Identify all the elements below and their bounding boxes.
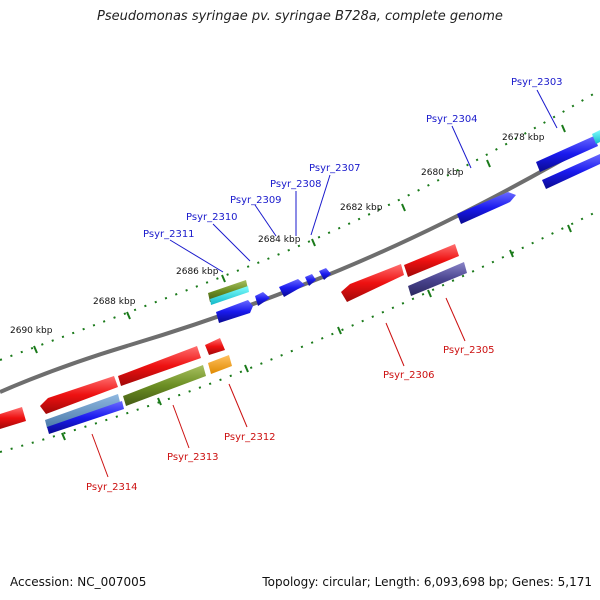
gene-psyr-2305-top[interactable] bbox=[404, 244, 459, 277]
gene-psyr-2306[interactable] bbox=[341, 264, 404, 302]
label-psyr-2307[interactable]: Psyr_2307 bbox=[309, 163, 361, 174]
scale-label-2684: 2684 kbp bbox=[258, 235, 301, 245]
scale-label-2688: 2688 kbp bbox=[93, 297, 136, 307]
forward-genes bbox=[208, 130, 600, 323]
gene-psyr-2314-steel[interactable] bbox=[45, 394, 120, 428]
gene-psyr-2311-cyan[interactable] bbox=[210, 286, 249, 305]
label-psyr-2305[interactable]: Psyr_2305 bbox=[443, 345, 495, 356]
outer-tick-ring bbox=[0, 89, 600, 361]
scale-label-2682: 2682 kbp bbox=[340, 203, 383, 213]
gene-cyan-edge[interactable] bbox=[592, 130, 600, 144]
genome-backbone bbox=[0, 136, 600, 394]
major-ticks bbox=[33, 124, 572, 441]
gene-psyr-2313-top[interactable] bbox=[118, 346, 201, 386]
gene-psyr-2305[interactable] bbox=[408, 262, 467, 296]
gene-psyr-2312-top[interactable] bbox=[205, 338, 225, 355]
reverse-genes bbox=[0, 244, 467, 434]
label-psyr-2306[interactable]: Psyr_2306 bbox=[383, 370, 435, 381]
gene-psyr-2309[interactable] bbox=[279, 279, 305, 297]
label-psyr-2309[interactable]: Psyr_2309 bbox=[230, 195, 282, 206]
accession-text: Accession: NC_007005 bbox=[10, 575, 147, 589]
gene-psyr-2314-blue[interactable] bbox=[47, 401, 124, 434]
forward-leader-lines bbox=[169, 89, 558, 273]
scale-label-2680: 2680 kbp bbox=[421, 168, 464, 178]
genome-summary-text: Topology: circular; Length: 6,093,698 bp… bbox=[262, 575, 592, 589]
label-psyr-2310[interactable]: Psyr_2310 bbox=[186, 212, 238, 223]
gene-psyr-2307[interactable] bbox=[319, 268, 331, 280]
gene-psyr-2308[interactable] bbox=[305, 274, 316, 286]
reverse-leader-lines bbox=[91, 297, 466, 478]
gene-psyr-2304[interactable] bbox=[457, 192, 516, 224]
scale-label-2686: 2686 kbp bbox=[176, 267, 219, 277]
gene-psyr-2311[interactable] bbox=[216, 300, 253, 323]
label-psyr-2308[interactable]: Psyr_2308 bbox=[270, 179, 322, 190]
label-psyr-2303[interactable]: Psyr_2303 bbox=[511, 77, 563, 88]
label-psyr-2312[interactable]: Psyr_2312 bbox=[224, 432, 276, 443]
scale-label-2678: 2678 kbp bbox=[502, 133, 545, 143]
label-psyr-2313[interactable]: Psyr_2313 bbox=[167, 452, 219, 463]
gene-psyr-2303-lower[interactable] bbox=[542, 154, 600, 189]
gene-partial-left[interactable] bbox=[0, 407, 26, 429]
label-psyr-2304[interactable]: Psyr_2304 bbox=[426, 114, 478, 125]
gene-psyr-2310[interactable] bbox=[255, 292, 270, 306]
gene-psyr-2314[interactable] bbox=[40, 376, 118, 414]
gene-psyr-2313[interactable] bbox=[123, 365, 206, 406]
gene-psyr-2312[interactable] bbox=[208, 355, 232, 374]
map-title: Pseudomonas syringae pv. syringae B728a,… bbox=[97, 9, 503, 24]
scale-label-2690: 2690 kbp bbox=[10, 326, 53, 336]
gene-psyr-2303[interactable] bbox=[536, 136, 598, 172]
label-psyr-2314[interactable]: Psyr_2314 bbox=[86, 482, 138, 493]
label-psyr-2311[interactable]: Psyr_2311 bbox=[143, 229, 195, 240]
